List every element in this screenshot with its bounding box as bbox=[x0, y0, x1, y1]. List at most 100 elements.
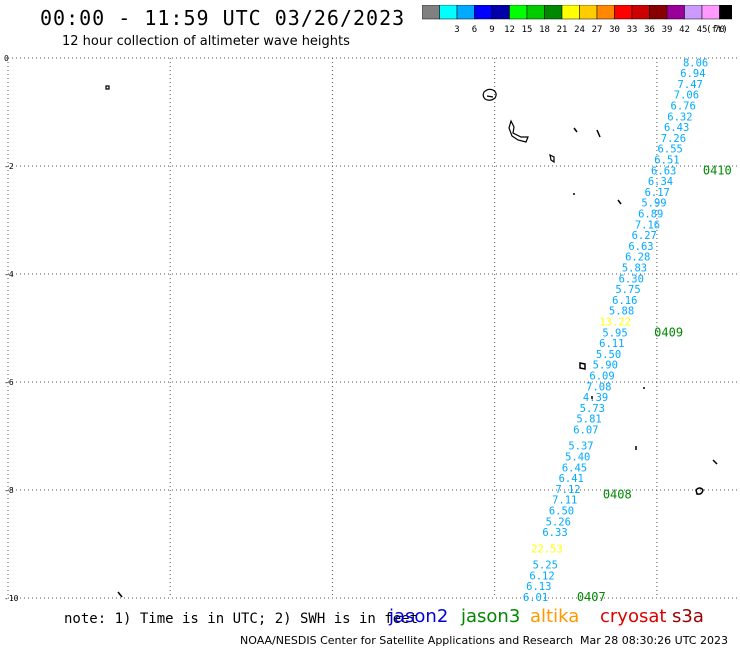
satellite-s3a-label: s3a bbox=[672, 606, 704, 627]
pass-time-label: 0409 bbox=[654, 325, 683, 339]
wave-height-value: 5.25 bbox=[533, 560, 558, 572]
colorbar-tick-label: 3 bbox=[454, 25, 459, 35]
axis-labels: 1651681711741770-2-4-6-8-10 bbox=[4, 54, 19, 603]
wave-height-value: 5.90 bbox=[593, 360, 618, 372]
map-title: 00:00 - 11:59 UTC 03/26/2023 bbox=[40, 6, 406, 30]
wave-height-value: 6.01 bbox=[523, 592, 548, 604]
wave-height-value: 6.11 bbox=[599, 338, 624, 350]
wave-height-value: 5.50 bbox=[596, 349, 621, 361]
island bbox=[712, 459, 718, 465]
wave-height-value: 6.07 bbox=[573, 425, 598, 437]
island bbox=[482, 88, 497, 101]
wave-height-value: 5.37 bbox=[568, 441, 593, 453]
wave-height-value: 5.95 bbox=[602, 327, 627, 339]
wave-height-value: 5.99 bbox=[641, 198, 666, 210]
map-subtitle: 12 hour collection of altimeter wave hei… bbox=[62, 34, 350, 49]
wave-height-value: 6.12 bbox=[529, 570, 554, 582]
pass-time-label: 0410 bbox=[703, 163, 732, 177]
lat-tick-label: 0 bbox=[4, 54, 9, 63]
colorbar-tick-label: 18 bbox=[539, 25, 550, 35]
wave-height-value: 6.63 bbox=[628, 241, 653, 253]
wave-height-value: 6.51 bbox=[654, 155, 679, 167]
satellite-cryosat-label: cryosat bbox=[600, 606, 667, 627]
wave-height-value: 22.53 bbox=[531, 543, 563, 555]
pass-time-label: 0407 bbox=[577, 590, 606, 604]
wave-height-value: 6.28 bbox=[625, 252, 650, 264]
wave-height-value: 7.06 bbox=[674, 90, 699, 102]
wave-height-value: 6.43 bbox=[664, 122, 689, 134]
wave-height-value: 13.22 bbox=[599, 317, 631, 329]
satellite-jason3-label: jason3 bbox=[461, 606, 521, 627]
wave-height-value: 8.06 bbox=[683, 57, 708, 69]
island bbox=[105, 85, 110, 90]
colorbar-tick-label: 36 bbox=[644, 25, 655, 35]
wave-height-value: 7.12 bbox=[555, 484, 580, 496]
colorbar-tick-label: 27 bbox=[592, 25, 603, 35]
lat-tick-label: -6 bbox=[4, 378, 14, 387]
footer-credit: NOAA/NESDIS Center for Satellite Applica… bbox=[240, 634, 574, 647]
colorbar-tick-label: 30 bbox=[609, 25, 620, 35]
lat-tick-label: -4 bbox=[4, 270, 14, 279]
wave-height-value: 6.94 bbox=[680, 68, 705, 80]
island bbox=[508, 119, 529, 143]
lat-tick-label: -10 bbox=[4, 594, 19, 603]
island-outlines bbox=[105, 85, 718, 598]
island bbox=[549, 153, 555, 164]
wave-height-value: 5.26 bbox=[546, 516, 571, 528]
island bbox=[596, 129, 601, 138]
wave-height-value: 6.27 bbox=[632, 230, 657, 242]
wave-height-value: 5.73 bbox=[580, 403, 605, 415]
satellite-jason2-label: jason2 bbox=[389, 606, 449, 627]
wave-height-value: 5.40 bbox=[565, 452, 590, 464]
wave-height-value: 7.26 bbox=[661, 133, 686, 145]
altimeter-map: 1651681711741770-2-4-6-8-10 8.066.947.47… bbox=[4, 54, 738, 604]
wave-height-value: 5.75 bbox=[615, 284, 640, 296]
colorbar-tick-label: 70 bbox=[714, 25, 725, 35]
wave-height-value: 4.39 bbox=[583, 392, 608, 404]
colorbar-tick-label: 6 bbox=[472, 25, 477, 35]
island bbox=[579, 362, 586, 370]
colorbar-tick-label: 12 bbox=[504, 25, 515, 35]
wave-height-value: 6.63 bbox=[651, 165, 676, 177]
wave-height-value: 7.47 bbox=[678, 79, 703, 91]
note-text: note: 1) Time is in UTC; 2) SWH is in fe… bbox=[64, 611, 419, 627]
wave-height-value: 6.55 bbox=[658, 144, 683, 156]
colorbar-tick-label: 21 bbox=[557, 25, 568, 35]
colorbar-tick-label: 24 bbox=[574, 25, 585, 35]
colorbar-tick-label: 33 bbox=[627, 25, 638, 35]
colorbar-tick-label: 9 bbox=[489, 25, 494, 35]
altimeter-track: 8.066.947.477.066.766.326.437.266.556.51… bbox=[523, 57, 732, 604]
wave-height-value: 7.11 bbox=[552, 495, 577, 507]
island bbox=[573, 127, 578, 133]
wave-height-value: 6.34 bbox=[648, 176, 673, 188]
wave-height-value: 6.32 bbox=[667, 111, 692, 123]
wave-height-colorbar: 3 6 9 12 15 18 21 24 27 30 33 36 39 42 45 70(ft) bbox=[422, 5, 732, 35]
island bbox=[617, 199, 622, 205]
colorbar-swatch bbox=[719, 5, 732, 20]
wave-height-value: 6.45 bbox=[562, 462, 587, 474]
wave-height-value: 6.30 bbox=[619, 273, 644, 285]
wave-height-value: 6.50 bbox=[549, 506, 574, 518]
colorbar-unit: (ft) bbox=[706, 25, 728, 35]
wave-height-value: 7.08 bbox=[586, 381, 611, 393]
colorbar-tick-label: 39 bbox=[662, 25, 673, 35]
wave-height-value: 6.33 bbox=[542, 527, 567, 539]
wave-height-value: 5.88 bbox=[609, 306, 634, 318]
wave-height-value: 7.16 bbox=[635, 219, 660, 231]
colorbar-tick-label: 45 bbox=[697, 25, 708, 35]
wave-height-value: 5.81 bbox=[576, 414, 601, 426]
footer-timestamp: Mar 28 08:30:26 UTC 2023 bbox=[580, 634, 728, 647]
wave-height-value: 6.13 bbox=[526, 581, 551, 593]
wave-height-value: 6.76 bbox=[671, 101, 696, 113]
map-grid bbox=[7, 57, 738, 599]
satellite-altika-label: altika bbox=[530, 606, 580, 627]
wave-height-value: 6.41 bbox=[559, 473, 584, 485]
lat-tick-label: -2 bbox=[4, 162, 14, 171]
wave-height-value: 6.89 bbox=[638, 209, 663, 221]
wave-height-value: 6.16 bbox=[612, 295, 637, 307]
wave-height-value: 5.83 bbox=[622, 263, 647, 275]
lat-tick-label: -8 bbox=[4, 486, 14, 495]
colorbar-tick-label: 42 bbox=[679, 25, 690, 35]
wave-height-value: 6.09 bbox=[589, 371, 614, 383]
colorbar-tick-label: 15 bbox=[522, 25, 533, 35]
